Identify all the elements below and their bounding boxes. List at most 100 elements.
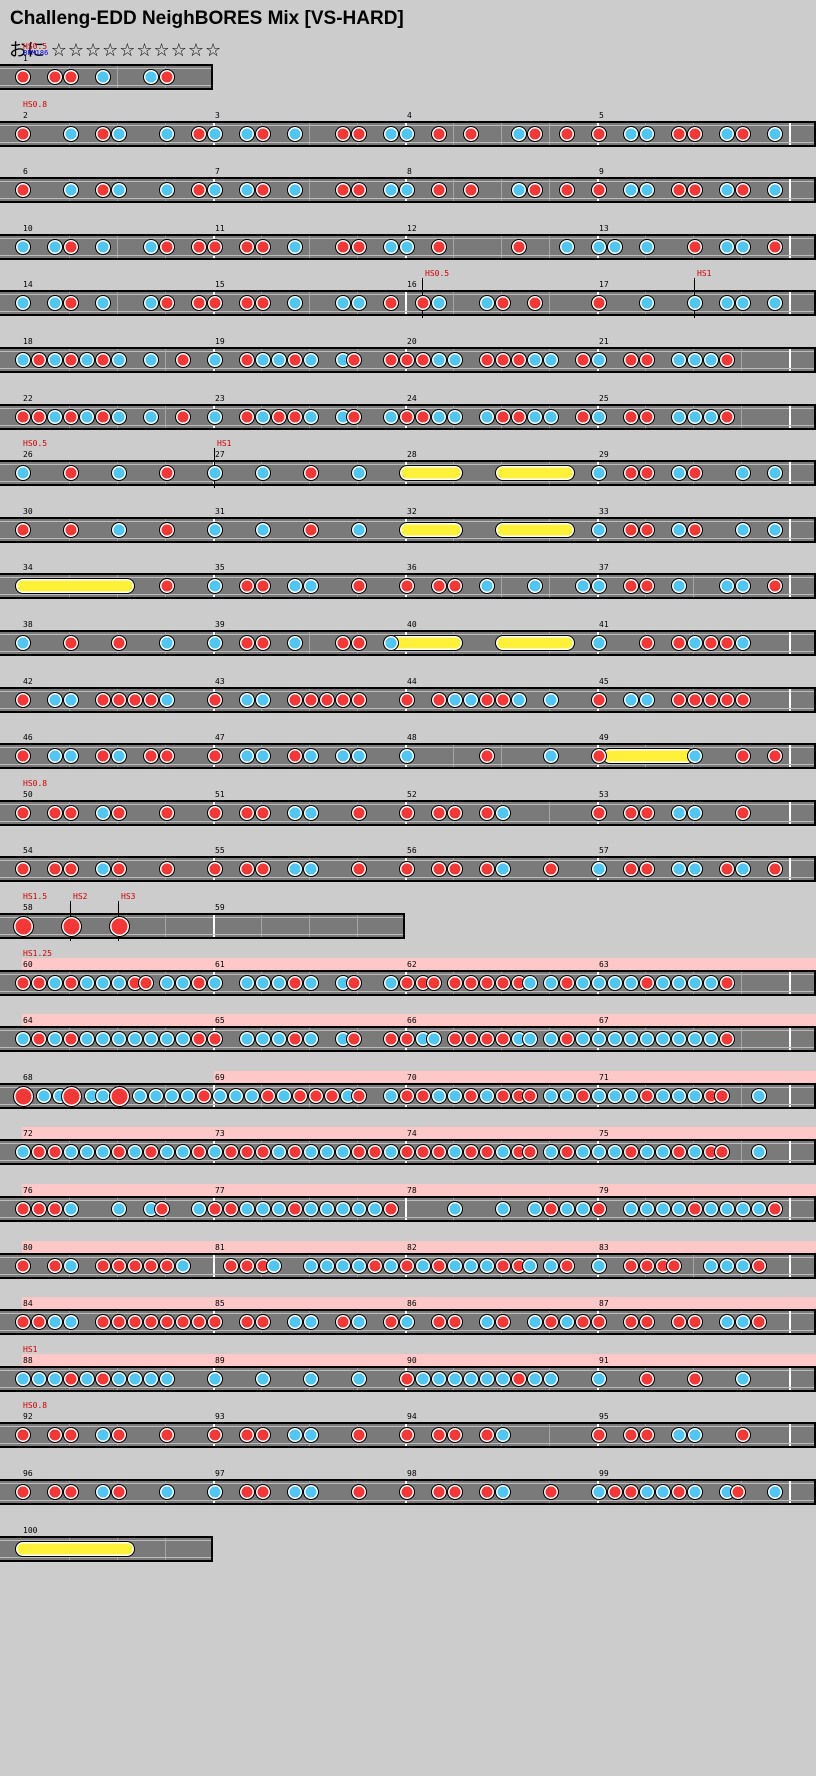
- drumroll-note: [15, 1541, 135, 1557]
- ka-note: [63, 182, 79, 198]
- ka-note: [591, 1144, 607, 1160]
- don-note: [415, 1144, 431, 1160]
- ka-note: [495, 805, 511, 821]
- big-don-note: [12, 1085, 34, 1107]
- ka-note: [719, 239, 735, 255]
- measure-number: 25: [599, 394, 609, 403]
- ka-note: [207, 182, 223, 198]
- ka-note: [143, 239, 159, 255]
- ka-note: [111, 352, 127, 368]
- don-note: [671, 126, 687, 142]
- ka-note: [591, 975, 607, 991]
- bar-line: [789, 1424, 791, 1446]
- measure-number: 83: [599, 1243, 609, 1252]
- don-note: [63, 1031, 79, 1047]
- bar-line: [405, 1198, 407, 1220]
- chart-row: 10 11 12 13: [0, 222, 816, 266]
- don-note: [351, 1088, 367, 1104]
- don-note: [223, 1144, 239, 1160]
- ka-note: [159, 1031, 175, 1047]
- don-note: [175, 352, 191, 368]
- ka-note: [623, 975, 639, 991]
- ka-note: [719, 578, 735, 594]
- don-note: [63, 465, 79, 481]
- chart-title: Challeng-EDD NeighBORES Mix [VS-HARD]: [10, 8, 404, 29]
- chart-row: 46 47 48 49: [0, 731, 816, 775]
- measure-number: 21: [599, 337, 609, 346]
- measure-number: 66: [407, 1016, 417, 1025]
- ka-note: [543, 1371, 559, 1387]
- ka-note: [671, 352, 687, 368]
- beat-line: [693, 575, 694, 597]
- don-note: [111, 861, 127, 877]
- ka-note: [543, 692, 559, 708]
- ka-note: [266, 1258, 283, 1274]
- ka-note: [687, 861, 703, 877]
- measure-number: 13: [599, 224, 609, 233]
- don-note: [687, 1314, 703, 1330]
- beat-line: [501, 179, 502, 201]
- ka-note: [447, 1201, 463, 1217]
- don-note: [15, 805, 31, 821]
- don-note: [543, 861, 559, 877]
- don-note: [127, 692, 143, 708]
- ka-note: [399, 239, 415, 255]
- gogo-section: [22, 1297, 816, 1311]
- ka-note: [207, 1484, 223, 1500]
- ka-note: [703, 1031, 719, 1047]
- measure-number: 75: [599, 1129, 609, 1138]
- measure-number: 100: [23, 1526, 38, 1535]
- don-note: [559, 1144, 575, 1160]
- ka-note: [239, 975, 255, 991]
- don-note: [415, 295, 431, 311]
- ka-note: [655, 1088, 671, 1104]
- don-note: [639, 578, 655, 594]
- ka-note: [159, 692, 175, 708]
- measure-number: 76: [23, 1186, 33, 1195]
- ka-note: [511, 692, 527, 708]
- measure-number: 78: [407, 1186, 417, 1195]
- don-note: [495, 409, 511, 425]
- ka-note: [767, 522, 783, 538]
- bar-line: [789, 1481, 791, 1503]
- ka-note: [463, 1371, 479, 1387]
- ka-note: [447, 1144, 463, 1160]
- don-note: [351, 805, 367, 821]
- don-note: [63, 975, 79, 991]
- don-note: [431, 182, 447, 198]
- chart-row: 14 15 16 17 HS0.5 HS1: [0, 270, 816, 322]
- don-note: [687, 1201, 703, 1217]
- don-note: [367, 1144, 383, 1160]
- don-note: [63, 352, 79, 368]
- don-note: [639, 635, 655, 651]
- ka-note: [111, 1031, 127, 1047]
- difficulty-stars: ☆☆☆☆☆☆☆☆☆☆: [50, 40, 223, 61]
- ka-note: [559, 1314, 575, 1330]
- ka-note: [63, 1314, 79, 1330]
- ka-note: [575, 578, 591, 594]
- chart-row: 6 7 8 9: [0, 165, 816, 209]
- ka-note: [287, 1484, 303, 1500]
- don-note: [159, 1427, 175, 1443]
- ka-note: [687, 748, 703, 764]
- don-note: [47, 1484, 63, 1500]
- don-note: [15, 182, 31, 198]
- don-note: [15, 748, 31, 764]
- beat-line: [453, 236, 454, 258]
- measure-number: 51: [215, 790, 225, 799]
- don-note: [687, 522, 703, 538]
- ka-note: [687, 1088, 703, 1104]
- don-note: [415, 1088, 431, 1104]
- don-note: [207, 1201, 223, 1217]
- ka-note: [127, 1144, 143, 1160]
- beat-line: [741, 1028, 742, 1050]
- big-don-note: [60, 1085, 82, 1107]
- don-note: [303, 692, 319, 708]
- ka-note: [351, 1371, 367, 1387]
- ka-note: [735, 635, 751, 651]
- ka-note: [495, 1484, 511, 1500]
- chart-row: 30 31 32 33: [0, 505, 816, 549]
- ka-note: [227, 1088, 244, 1104]
- ka-note: [735, 1201, 751, 1217]
- don-note: [479, 1144, 495, 1160]
